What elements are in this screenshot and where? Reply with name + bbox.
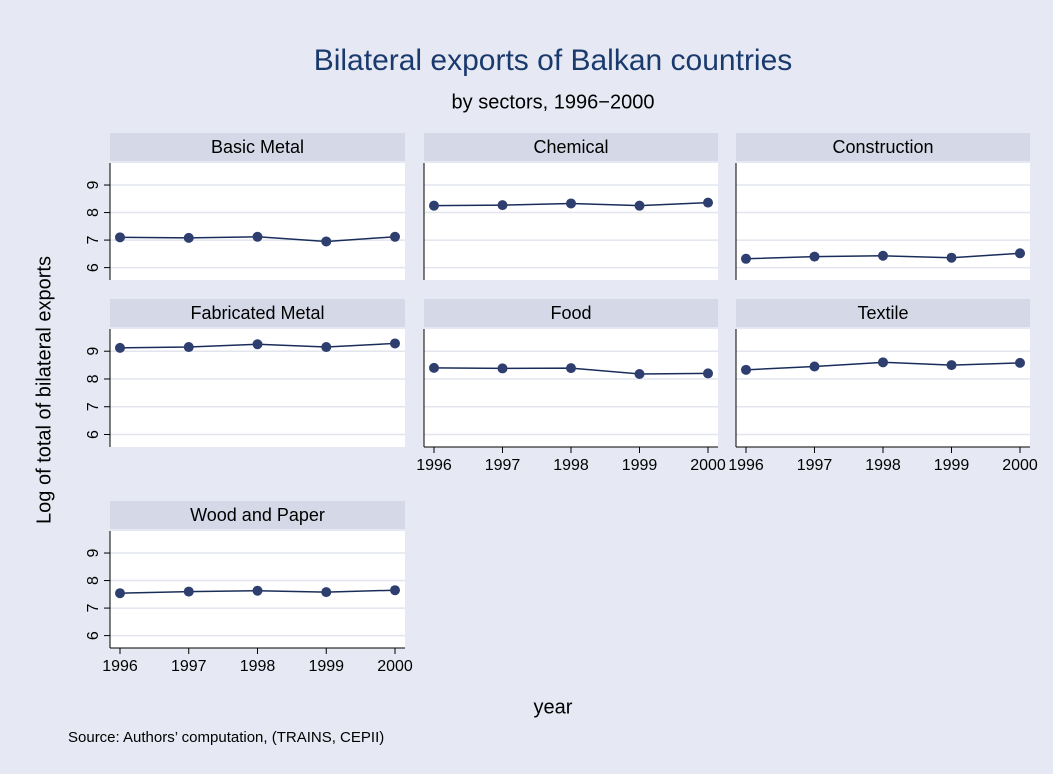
y-tick-label: 7 [85,402,102,411]
panel-title: Food [550,303,591,323]
marker [115,232,125,243]
panel-header [424,299,718,327]
marker [741,253,751,264]
y-tick-label: 6 [85,631,102,640]
plot-area [736,329,1030,447]
y-tick-label: 8 [85,208,102,217]
plot-area [110,163,405,280]
marker [946,252,957,263]
x-tick-label: 1997 [171,658,207,675]
marker [809,361,820,372]
y-tick-label: 9 [85,180,102,189]
x-tick-label: 1999 [934,457,970,474]
marker [390,585,400,596]
marker [429,200,439,211]
marker [252,585,263,596]
y-tick-label: 9 [85,548,102,557]
x-tick-label: 2000 [1002,457,1038,474]
chart-subtitle: by sectors, 1996−2000 [452,91,655,113]
plot-area [736,163,1030,280]
x-tick-label: 1997 [797,457,833,474]
panel-title: Textile [857,303,908,323]
y-tick-label: 9 [85,347,102,356]
chart-title: Bilateral exports of Balkan countries [314,44,793,77]
marker [878,250,888,261]
marker [809,251,820,262]
x-tick-label: 1996 [102,658,138,675]
x-tick-label: 2000 [690,457,726,474]
panel-header [736,133,1030,161]
marker [321,236,332,247]
panel-title: Construction [832,137,933,157]
x-tick-label: 1999 [308,658,344,675]
x-tick-label: 1998 [865,457,901,474]
x-tick-label: 1997 [485,457,521,474]
panel-header [110,133,405,161]
panel-header [736,299,1030,327]
marker [115,342,125,353]
marker [183,586,194,597]
marker [566,198,576,209]
y-tick-label: 8 [85,576,102,585]
x-tick-label: 1999 [622,457,658,474]
panel-header [110,501,405,529]
marker [741,364,751,375]
marker [252,231,263,242]
panel-header [424,133,718,161]
marker [703,197,713,208]
x-tick-label: 1996 [416,457,452,474]
marker [183,342,194,353]
marker [566,363,576,374]
marker [390,338,400,349]
marker [183,232,194,243]
y-tick-label: 6 [85,430,102,439]
panel-title: Wood and Paper [190,505,325,525]
marker [497,363,508,374]
x-tick-label: 2000 [377,658,413,675]
marker [946,360,957,371]
marker [252,339,263,350]
panel-title: Fabricated Metal [190,303,324,323]
plot-area [424,329,718,447]
plot-area [424,163,718,280]
panel-title: Chemical [533,137,608,157]
marker [703,368,713,379]
y-tick-label: 6 [85,263,102,272]
y-tick-label: 7 [85,236,102,245]
y-axis-label: Log of total of bilateral exports [33,256,55,524]
marker [1015,357,1025,368]
y-tick-label: 7 [85,604,102,613]
x-tick-label: 1998 [553,457,589,474]
x-axis-label: year [534,696,573,718]
marker [429,362,439,373]
marker [1015,248,1025,259]
marker [390,231,400,242]
x-tick-label: 1996 [728,457,764,474]
y-tick-label: 8 [85,374,102,383]
panel-title: Basic Metal [211,137,304,157]
marker [634,200,645,211]
x-tick-label: 1998 [240,658,276,675]
marker [878,357,888,368]
marker [321,587,332,598]
note: Source: Authors’ computation, (TRAINS, C… [68,729,384,746]
panel-header [110,299,405,327]
marker [634,368,645,379]
marker [321,342,332,353]
marker [497,200,508,211]
marker [115,588,125,599]
